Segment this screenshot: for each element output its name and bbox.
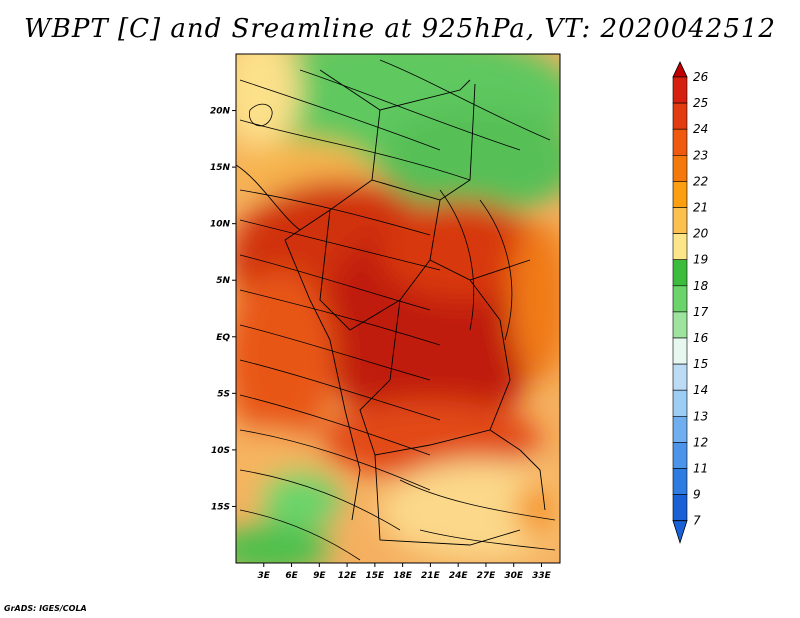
colorbar-swatch	[672, 128, 688, 156]
colorbar-swatch	[672, 311, 688, 339]
x-tick-label: 21E	[421, 571, 441, 581]
colorbar-label: 13	[693, 409, 708, 423]
colorbar-swatch	[672, 181, 688, 208]
colorbar-swatch	[672, 363, 688, 391]
colorbar-label: 15	[693, 357, 708, 371]
colorbar-top-arrow	[672, 61, 688, 78]
colorbar-swatch	[672, 102, 688, 130]
colorbar-swatch	[672, 389, 688, 417]
colorbar-label: 7	[693, 514, 701, 528]
colorbar-label: 20	[693, 227, 709, 241]
colorbar-label: 22	[693, 174, 708, 188]
y-tick-label: 10S	[211, 446, 230, 456]
colorbar-label: 16	[693, 331, 709, 345]
colorbar-swatch	[672, 155, 688, 182]
x-tick-label: 6E	[285, 571, 298, 581]
colorbar-swatch	[672, 468, 688, 495]
grads-credit: GrADS: IGES/COLA	[4, 604, 87, 613]
x-axis: 3E 6E 9E 12E 15E 18E 21E 24E 27E 30E 33E	[258, 563, 552, 581]
colorbar-swatch	[672, 259, 688, 287]
x-tick-label: 30E	[504, 571, 524, 581]
colorbar-bottom-arrow	[672, 520, 688, 545]
colorbar-swatch	[672, 337, 688, 365]
colorbar-label: 18	[693, 279, 709, 293]
colorbar-label: 19	[693, 253, 708, 267]
colorbar-swatch	[672, 415, 688, 443]
colorbar: 26 25 24 23 22 21 20 19 18 17 16 15 14 13 12 11 9 7	[672, 61, 709, 545]
country-borders	[236, 69, 546, 546]
temperature-field	[236, 54, 560, 563]
x-tick-label: 3E	[258, 571, 271, 581]
colorbar-label: 26	[693, 70, 709, 84]
x-tick-label: 15E	[366, 571, 386, 581]
colorbar-swatch	[672, 494, 688, 522]
y-tick-label: 5N	[216, 276, 230, 286]
map-frame	[235, 53, 561, 564]
x-tick-label: 24E	[449, 571, 469, 581]
y-tick-label: EQ	[216, 333, 230, 343]
y-tick-label: 20N	[210, 107, 231, 117]
x-tick-label: 27E	[477, 571, 497, 581]
colorbar-label: 11	[693, 462, 708, 476]
colorbar-label: 12	[693, 435, 708, 449]
colorbar-label: 24	[693, 122, 708, 136]
colorbar-swatch	[672, 442, 688, 469]
y-tick-label: 15N	[210, 163, 231, 173]
x-tick-label: 33E	[532, 571, 552, 581]
x-tick-label: 9E	[313, 571, 326, 581]
colorbar-swatch	[672, 207, 688, 234]
colorbar-label: 25	[693, 96, 708, 110]
chart-title: WBPT [C] and Sreamline at 925hPa, VT: 20…	[24, 14, 776, 44]
x-tick-label: 12E	[338, 571, 358, 581]
y-axis: 20N 15N 10N 5N EQ 5S 10S 15S	[210, 107, 236, 512]
colorbar-swatch	[672, 233, 688, 261]
y-tick-label: 15S	[211, 502, 230, 512]
x-tick-label: 18E	[393, 571, 413, 581]
colorbar-label: 9	[693, 488, 701, 502]
colorbar-swatch	[672, 76, 688, 104]
y-tick-label: 5S	[217, 389, 230, 399]
colorbar-label: 17	[693, 305, 709, 319]
colorbar-label: 14	[693, 383, 708, 397]
colorbar-label: 23	[693, 148, 708, 162]
y-tick-label: 10N	[210, 220, 231, 230]
colorbar-swatch	[672, 285, 688, 313]
colorbar-label: 21	[693, 201, 708, 215]
